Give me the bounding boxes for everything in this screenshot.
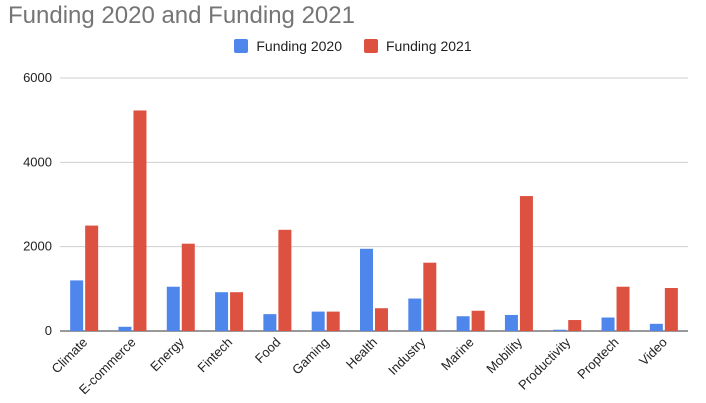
legend-label-2020: Funding 2020: [256, 38, 342, 54]
y-tick-label: 6000: [23, 70, 52, 85]
bar-2021-productivity: [568, 320, 582, 331]
bar-2021-energy: [181, 243, 195, 331]
bar-2021-e-commerce: [133, 110, 147, 332]
bar-2021-fintech: [230, 292, 244, 331]
bar-2020-climate: [70, 280, 84, 331]
x-tick-label: Proptech: [574, 335, 621, 382]
x-tick-label: Industry: [385, 334, 429, 378]
x-tick-label: Food: [252, 335, 284, 367]
bar-2020-fintech: [215, 292, 229, 331]
legend-swatch-2021: [364, 39, 378, 53]
x-tick-label: Climate: [49, 335, 91, 377]
bar-2020-food: [263, 314, 277, 331]
chart-legend: Funding 2020 Funding 2021: [0, 38, 706, 54]
bar-2020-productivity: [553, 329, 567, 331]
bar-2021-proptech: [616, 286, 630, 331]
bar-2021-gaming: [326, 311, 340, 331]
bar-2020-video: [649, 323, 663, 331]
y-tick-label: 0: [45, 323, 52, 338]
bar-2021-industry: [423, 262, 437, 331]
legend-swatch-2020: [234, 39, 249, 53]
bar-2020-energy: [166, 286, 180, 331]
x-tick-label: Productivity: [515, 334, 573, 392]
x-tick-label: Mobility: [483, 334, 525, 376]
chart-title: Funding 2020 and Funding 2021: [8, 2, 355, 29]
bar-2020-mobility: [504, 314, 518, 331]
bar-2020-marine: [456, 316, 470, 331]
bar-2021-climate: [85, 225, 99, 331]
bar-2020-health: [360, 248, 373, 331]
bar-2021-marine: [471, 310, 485, 331]
bar-2021-mobility: [519, 196, 533, 331]
x-tick-label: Fintech: [194, 335, 235, 376]
bar-2020-proptech: [601, 317, 615, 331]
y-tick-label: 4000: [23, 154, 52, 169]
bar-2021-health: [375, 308, 388, 331]
x-tick-label: Video: [636, 335, 670, 369]
bar-2021-video: [664, 287, 678, 331]
bar-2021-food: [278, 229, 292, 331]
bar-2020-industry: [408, 298, 422, 331]
x-tick-label: Energy: [147, 334, 187, 374]
x-tick-label: Marine: [438, 335, 477, 374]
legend-item-2020: Funding 2020: [234, 38, 342, 54]
y-tick-label: 2000: [23, 239, 52, 254]
legend-item-2021: Funding 2021: [364, 38, 472, 54]
bar-2020-e-commerce: [118, 326, 132, 331]
x-tick-label: Health: [343, 335, 380, 372]
x-tick-label: Gaming: [289, 335, 332, 378]
legend-label-2021: Funding 2021: [386, 38, 472, 54]
bar-2020-gaming: [311, 311, 325, 331]
